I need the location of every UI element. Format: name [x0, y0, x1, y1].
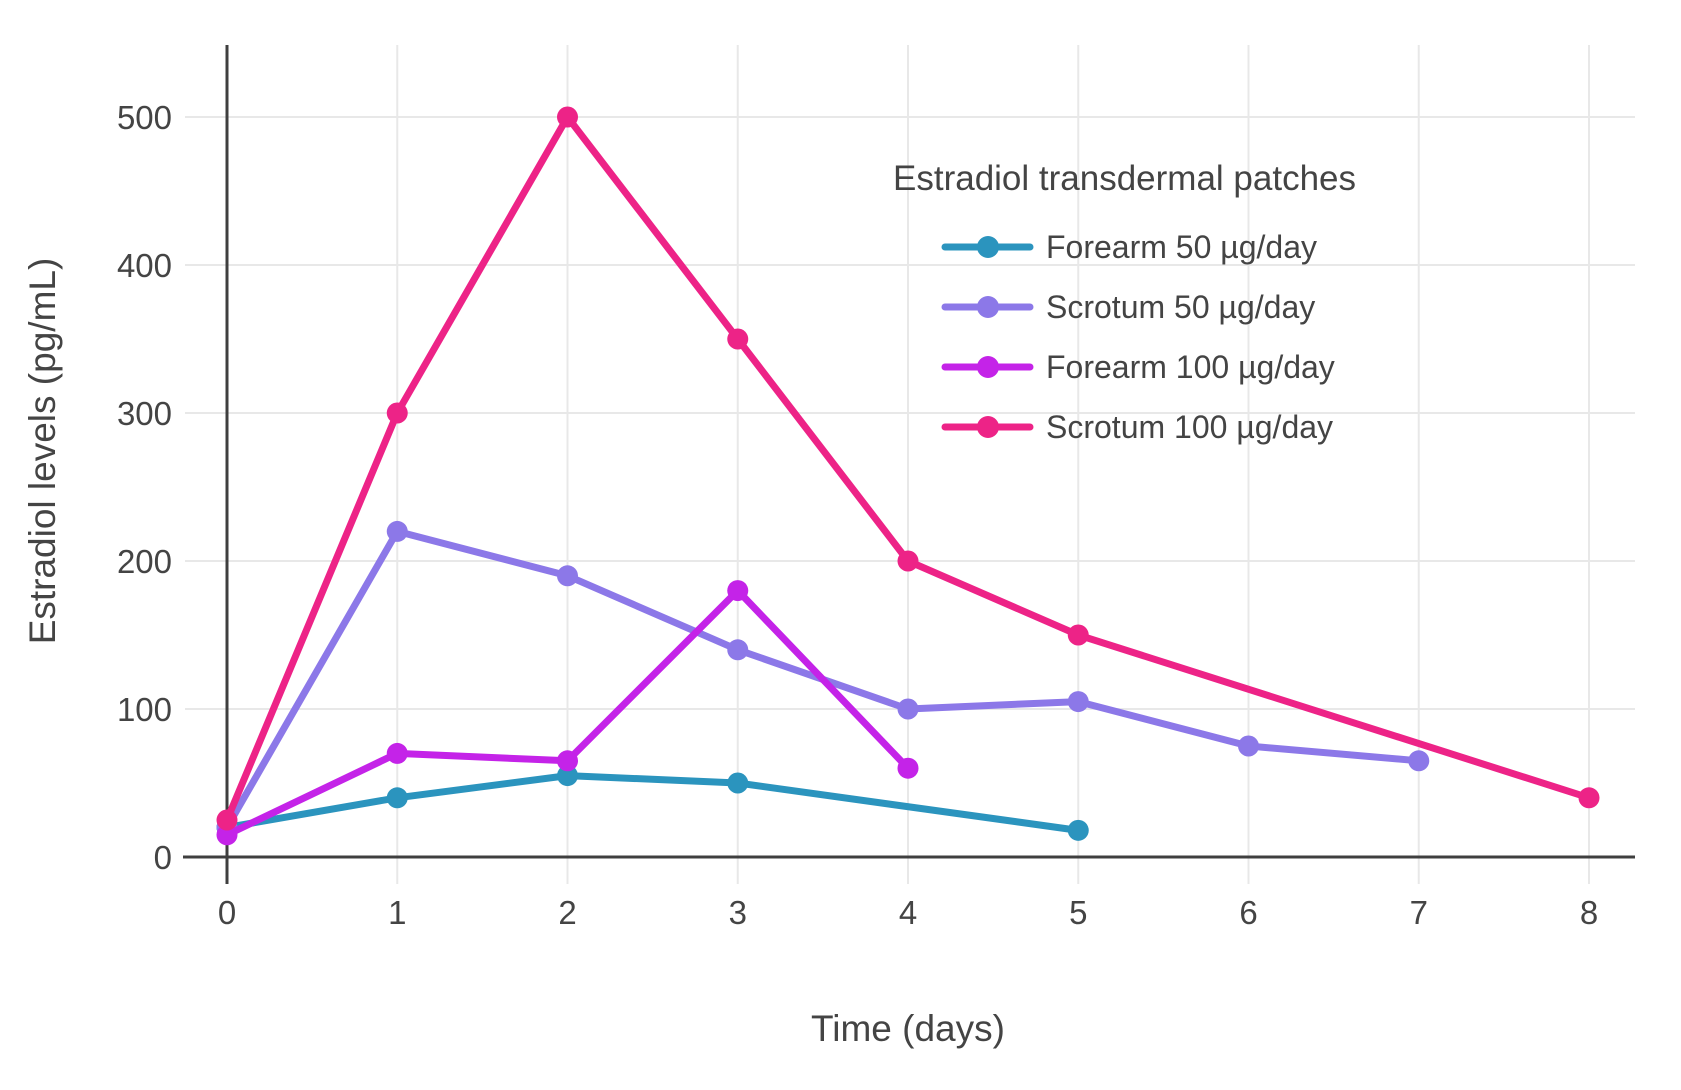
x-tick-label: 3 — [729, 894, 747, 931]
data-point-scrotum-50-g-day-day-3 — [727, 639, 749, 661]
series-forearm-100-g-day — [216, 580, 919, 846]
data-point-scrotum-50-g-day-day-5 — [1067, 691, 1089, 713]
axes — [183, 45, 1635, 884]
series-line-forearm-50-g-day — [223, 772, 1082, 834]
data-point-forearm-100-g-day-day-3 — [727, 580, 749, 602]
data-point-scrotum-50-g-day-day-4 — [897, 698, 919, 720]
x-tick-label: 1 — [388, 894, 406, 931]
legend-item-scrotum-100-g-day[interactable]: Scrotum 100 µg/day — [941, 409, 1333, 445]
data-point-forearm-50-g-day-day-2 — [557, 765, 578, 787]
data-point-scrotum-100-g-day-day-1 — [386, 402, 408, 424]
legend-item-forearm-50-g-day[interactable]: Forearm 50 µg/day — [941, 229, 1317, 265]
data-point-forearm-50-g-day-day-1 — [386, 787, 408, 809]
legend-item-forearm-100-g-day[interactable]: Forearm 100 µg/day — [941, 349, 1335, 385]
legend-item-scrotum-50-g-day[interactable]: Scrotum 50 µg/day — [941, 289, 1315, 325]
x-tick-label: 7 — [1410, 894, 1428, 931]
data-point-forearm-50-g-day-day-3 — [727, 772, 749, 794]
x-tick-label: 0 — [218, 894, 236, 931]
data-point-scrotum-50-g-day-day-7 — [1408, 750, 1430, 772]
series-scrotum-100-g-day — [216, 106, 1600, 831]
data-point-scrotum-100-g-day-day-5 — [1067, 624, 1089, 646]
y-tick-label: 0 — [154, 839, 172, 876]
x-tick-label: 2 — [558, 894, 576, 931]
y-tick-label: 500 — [117, 99, 172, 136]
data-point-forearm-100-g-day-day-2 — [557, 750, 578, 772]
data-series — [216, 106, 1600, 846]
data-point-scrotum-100-g-day-day-3 — [727, 328, 749, 350]
legend-swatch-dot-scrotum-100-g-day — [977, 416, 999, 438]
data-point-scrotum-100-g-day-day-8 — [1578, 787, 1600, 809]
x-tick-label: 8 — [1580, 894, 1598, 931]
legend: Estradiol transdermal patches Forearm 50… — [893, 159, 1356, 445]
data-point-forearm-50-g-day-day-5 — [1067, 819, 1089, 841]
y-axis-title: Estradiol levels (pg/mL) — [22, 258, 63, 645]
y-tick-label: 100 — [117, 691, 172, 728]
x-axis-title: Time (days) — [811, 1008, 1005, 1049]
data-point-forearm-100-g-day-day-1 — [386, 742, 408, 764]
legend-item-label-forearm-50-g-day: Forearm 50 µg/day — [1046, 229, 1317, 265]
legend-item-label-forearm-100-g-day: Forearm 100 µg/day — [1046, 349, 1335, 385]
y-tick-label: 300 — [117, 395, 172, 432]
x-tick-label: 4 — [899, 894, 917, 931]
data-point-scrotum-100-g-day-day-4 — [897, 550, 919, 572]
legend-swatch-dot-forearm-50-g-day — [977, 236, 999, 258]
legend-swatch-dot-scrotum-50-g-day — [977, 296, 999, 318]
legend-item-label-scrotum-100-g-day: Scrotum 100 µg/day — [1046, 409, 1333, 445]
x-tick-label: 5 — [1069, 894, 1087, 931]
data-point-forearm-100-g-day-day-4 — [897, 757, 919, 779]
tick-labels: 0 1 2 3 4 5 6 7 8 0 100 200 300 400 500 — [117, 99, 1598, 931]
data-point-scrotum-50-g-day-day-6 — [1238, 735, 1259, 757]
data-point-scrotum-50-g-day-day-2 — [557, 565, 578, 587]
gridlines — [185, 45, 1635, 884]
data-point-forearm-100-g-day-day-0 — [216, 824, 238, 846]
data-point-scrotum-50-g-day-day-1 — [386, 520, 408, 542]
data-point-scrotum-100-g-day-day-0 — [216, 809, 238, 831]
data-point-scrotum-100-g-day-day-2 — [557, 106, 578, 128]
legend-swatch-dot-forearm-100-g-day — [977, 356, 999, 378]
y-tick-label: 400 — [117, 247, 172, 284]
y-tick-label: 200 — [117, 543, 172, 580]
legend-item-label-scrotum-50-g-day: Scrotum 50 µg/day — [1046, 289, 1315, 325]
legend-title: Estradiol transdermal patches — [893, 159, 1356, 198]
x-tick-label: 6 — [1239, 894, 1257, 931]
